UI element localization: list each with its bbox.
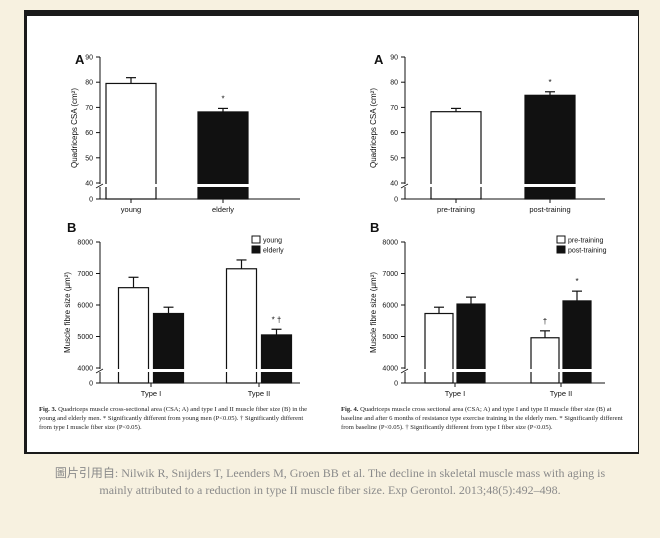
fig3b-ytick-label: 8000 bbox=[77, 240, 93, 247]
fig3b-bar-young-1-break-gap bbox=[117, 369, 150, 372]
fig4b-ytick-label: 8000 bbox=[382, 240, 398, 247]
fig3a-ylabel: Quadriceps CSA (cm²) bbox=[70, 88, 79, 168]
fig4b-legend-label-1: pre-training bbox=[568, 238, 604, 245]
fig4b-ytick-label: 6000 bbox=[382, 303, 398, 310]
fig3a-ytick-label: 80 bbox=[85, 80, 93, 87]
fig4b-legend-label-2: post-training bbox=[568, 248, 607, 255]
fig3-caption: Fig. 3. Quadriceps muscle cross-sectiona… bbox=[39, 405, 314, 432]
fig4b-ytick-label: 5000 bbox=[382, 334, 398, 341]
fig4-caption: Fig. 4. Quadriceps muscle cross sectiona… bbox=[341, 405, 629, 432]
image-credit: 圖片引用自: Nilwik R, Snijders T, Leenders M,… bbox=[54, 466, 606, 497]
fig4a-bar-2 bbox=[524, 94, 576, 200]
fig4b-bar-pretraining-2 bbox=[530, 337, 560, 384]
fig3b-ytick-label: 0 bbox=[89, 381, 93, 388]
fig3b-ytick-label: 5000 bbox=[77, 334, 93, 341]
fig4a-ytick-label: 40 bbox=[390, 181, 398, 188]
fig3b-bar-young-1 bbox=[117, 287, 150, 384]
fig3b-bar-young-2 bbox=[225, 268, 258, 384]
fig4a-ytick-label: 70 bbox=[390, 105, 398, 112]
fig4a-ytick-label: 0 bbox=[394, 197, 398, 204]
fig3b-bar-elderly-2-break-gap bbox=[260, 369, 293, 372]
fig3a-axis-break-slash bbox=[95, 183, 104, 189]
fig3a-bar-1-break-gap bbox=[105, 184, 157, 187]
fig3b-xtick-label: Type I bbox=[141, 389, 161, 398]
fig3b-ytick-label: 6000 bbox=[77, 303, 93, 310]
fig3b-axis-break-slash bbox=[95, 368, 104, 374]
charts-svg: A Quadriceps CSA (cm²) 0 40 50 60 70 80 90 young e… bbox=[63, 52, 607, 398]
fig4b-bar-pretraining-2-break-gap bbox=[530, 369, 560, 372]
fig4b-ytick-label: 0 bbox=[394, 381, 398, 388]
fig3b-xtick-label: Type II bbox=[248, 389, 271, 398]
fig4b-ytick-label: 7000 bbox=[382, 271, 398, 278]
fig4b-ylabel: Muscle fibre size (μm²) bbox=[369, 272, 378, 353]
fig3b-legend-label-2: elderly bbox=[263, 248, 284, 255]
fig3a-ytick-label: 70 bbox=[85, 105, 93, 112]
fig4b-panel-label: B bbox=[370, 220, 379, 235]
fig4b-bar-pretraining-1-break-gap bbox=[424, 369, 454, 372]
fig3b-panel-label: B bbox=[67, 220, 76, 235]
fig4b-axis-break-slash bbox=[400, 368, 409, 374]
fig4a-ytick-label: 90 bbox=[390, 55, 398, 62]
fig4b-bar-posttraining-1-break-gap bbox=[456, 369, 486, 372]
fig4b-bar-posttraining-2-marker: * bbox=[575, 277, 578, 286]
fig3b-legend-swatch-2 bbox=[251, 245, 261, 254]
fig4a-xtick-label: post-training bbox=[529, 205, 570, 214]
fig3a-ytick-label: 40 bbox=[85, 181, 93, 188]
fig3b-ytick-label: 7000 bbox=[77, 271, 93, 278]
fig4a-axis-break-slash bbox=[400, 183, 409, 189]
fig3-caption-text: Quadriceps muscle cross-sectional area (… bbox=[39, 406, 308, 431]
fig4a-ytick-label: 50 bbox=[390, 155, 398, 162]
fig4b-ytick-label: 4000 bbox=[382, 366, 398, 373]
fig3b-bar-elderly-1 bbox=[152, 312, 185, 384]
fig3b-bar-young-2-break-gap bbox=[225, 369, 258, 372]
fig3b-bar-elderly-2 bbox=[260, 334, 293, 384]
fig4b-bar-pretraining-2-marker: † bbox=[543, 317, 547, 326]
fig4a-xtick-label: pre-training bbox=[437, 205, 475, 214]
fig3a-xtick-label: elderly bbox=[212, 205, 234, 214]
fig3a-bar-2-break-gap bbox=[197, 184, 249, 187]
fig3a-bar-2-marker: * bbox=[221, 94, 224, 103]
fig3a-panel-label: A bbox=[75, 52, 85, 67]
fig4b-bar-pretraining-1 bbox=[424, 312, 454, 384]
fig3a-bar-1 bbox=[105, 82, 157, 200]
fig3b-legend-label-1: young bbox=[263, 238, 282, 245]
fig4b-legend-swatch-2 bbox=[556, 245, 566, 254]
fig4b-xtick-label: Type I bbox=[445, 389, 465, 398]
figure-panel: A Quadriceps CSA (cm²) 0 40 50 60 70 80 90 young e… bbox=[27, 16, 638, 452]
fig4a-bar-1-break-gap bbox=[430, 184, 482, 187]
fig4a-ytick-label: 60 bbox=[390, 130, 398, 137]
fig3b-bar-elderly-2-marker: * † bbox=[272, 315, 282, 324]
fig3b-bar-elderly-1-break-gap bbox=[152, 369, 185, 372]
fig4b-legend-swatch-1 bbox=[556, 235, 566, 244]
fig3a-xtick-label: young bbox=[121, 205, 141, 214]
fig4a-panel-label: A bbox=[374, 52, 384, 67]
fig3a-ytick-label: 60 bbox=[85, 130, 93, 137]
fig3a-ytick-label: 0 bbox=[89, 197, 93, 204]
fig4-caption-label: Fig. 4. bbox=[341, 406, 359, 413]
fig4a-ytick-label: 80 bbox=[390, 80, 398, 87]
fig3b-legend-swatch-1 bbox=[251, 235, 261, 244]
fig4b-bar-posttraining-2-break-gap bbox=[562, 369, 592, 372]
fig4a-ylabel: Quadriceps CSA (cm²) bbox=[369, 88, 378, 168]
fig3b-ytick-label: 4000 bbox=[77, 366, 93, 373]
fig4a-bar-2-break-gap bbox=[524, 184, 576, 187]
fig4-caption-text: Quadriceps muscle cross sectional area (… bbox=[341, 406, 623, 431]
fig4a-bar-2-marker: * bbox=[548, 78, 551, 87]
fig3-caption-label: Fig. 3. bbox=[39, 406, 57, 413]
fig3b-ylabel: Muscle fibre size (μm²) bbox=[63, 272, 72, 353]
fig3a-ytick-label: 90 bbox=[85, 55, 93, 62]
fig3a-ytick-label: 50 bbox=[85, 155, 93, 162]
fig4b-xtick-label: Type II bbox=[550, 389, 573, 398]
